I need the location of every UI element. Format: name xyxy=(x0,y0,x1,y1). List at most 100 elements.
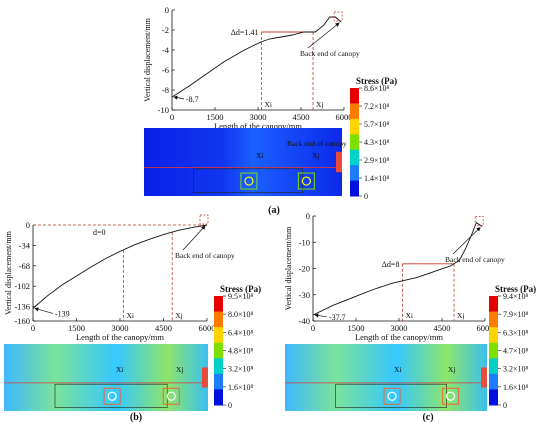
panel-b-colorbar-swatch xyxy=(214,327,223,344)
panel-a-start-label: -8.7 xyxy=(186,95,199,104)
panel-a-y-tick-label: -4 xyxy=(162,45,170,55)
panel-c-y-tick-label: -20 xyxy=(299,264,310,274)
panel-a-x-tick-label: 0 xyxy=(170,112,174,122)
panel-c-colorbar-swatch xyxy=(489,327,498,344)
panel-b-series-line xyxy=(32,224,208,309)
panel-c-x-tick-label: 6000 xyxy=(477,323,494,333)
panel-a-y-tick-label: 0 xyxy=(165,5,169,15)
panel-a-xi-label: Xi xyxy=(264,100,272,109)
panel-a-image-back-end-label: Back end of canopy xyxy=(287,139,347,148)
panel-b-image-xi-label: Xi xyxy=(116,365,124,374)
panel-c-pin-icon xyxy=(387,391,397,401)
panel-b-xj-label: Xj xyxy=(175,311,183,320)
panel-b-x-axis-label: Length of the canopy/mm xyxy=(76,332,164,342)
panel-a-back-end-label: Back end of canopy xyxy=(300,49,360,58)
panel-c-y-tick-label: 0 xyxy=(306,211,310,221)
panel-b-y-axis-label: Vertical displacement/mm xyxy=(4,230,13,315)
panel-a-start-arrow xyxy=(173,95,185,100)
panel-b-back-end-box xyxy=(199,214,209,225)
panel-b-x-tick-label: 4500 xyxy=(155,323,172,333)
panel-b-colorbar-label: 6.4×10⁸ xyxy=(228,328,254,337)
panel-c-colorbar-swatch xyxy=(489,296,498,313)
panel-a-colorbar-label: 4.3×10⁸ xyxy=(364,138,390,147)
panel-b-back-end-label: Back end of canopy xyxy=(175,251,235,260)
panel-b-colorbar-label: 4.8×10⁸ xyxy=(228,347,254,356)
panel-b-x-tick-label: 1500 xyxy=(68,323,85,333)
panel-b-xi-label: Xi xyxy=(126,311,134,320)
panel-c-xj-label: Xj xyxy=(457,311,465,320)
panel-b-y-tick-label: -68 xyxy=(19,261,30,271)
panel-c-back-end-label: Back end of canopy xyxy=(445,255,505,264)
panel-a-x-tick-label: 1500 xyxy=(207,112,224,122)
panel-c-start-label: -37.7 xyxy=(329,313,346,322)
panel-a-y-tick-label: -8 xyxy=(162,85,169,95)
panel-c-colorbar-title: Stress (Pa) xyxy=(495,284,536,294)
panel-a-colorbar-label: 1.4×10⁸ xyxy=(364,174,390,183)
panel-a-back-end-arrow xyxy=(307,22,340,49)
panel-a-image-xi-label: Xi xyxy=(256,151,264,160)
panel-a-colorbar-swatch xyxy=(350,165,359,182)
panel-b-y-tick-label: -102 xyxy=(14,281,30,291)
panel-b-stress-field xyxy=(4,344,208,411)
panel-c-stress-field xyxy=(285,344,487,411)
panel-a-colorbar-label: 7.2×10⁸ xyxy=(364,102,390,111)
panel-b-x-tick-label: 0 xyxy=(31,323,35,333)
panel-c-y-tick-label: -40 xyxy=(299,316,310,326)
panel-b-colorbar-label: 0 xyxy=(228,401,232,410)
panel-c-pin-box xyxy=(383,387,401,405)
panel-a-x-tick-label: 3000 xyxy=(250,112,267,122)
panel-b-caption: (b) xyxy=(130,412,142,423)
panel-b-colorbar-label: 3.2×10⁸ xyxy=(228,365,254,374)
panel-b-x-tick-label: 3000 xyxy=(112,323,129,333)
panel-a-y-tick-label: -10 xyxy=(158,105,169,115)
panel-a-y-tick-label: -6 xyxy=(162,65,169,75)
panel-c-caption: (c) xyxy=(422,412,433,423)
panel-b-colorbar-swatch xyxy=(214,311,223,328)
panel-c-colorbar-label: 6.3×10⁸ xyxy=(503,328,529,337)
panel-c-y-axis-label: Vertical displacement/mm xyxy=(284,226,293,311)
panel-b-colorbar-swatch xyxy=(214,296,223,313)
panel-b-colorbar-label: 8.0×10⁸ xyxy=(228,310,254,319)
panel-b-colorbar-label: 1.6×10⁸ xyxy=(228,383,254,392)
panel-c-x-tick-label: 4500 xyxy=(434,323,451,333)
panel-b-back-end-arrow xyxy=(182,225,206,251)
panel-b-stress-image xyxy=(4,344,208,411)
panel-a-pin-icon xyxy=(301,176,311,186)
panel-c-x-tick-label: 0 xyxy=(311,323,315,333)
panel-c-back-end-arrow xyxy=(452,227,481,255)
panel-c-pin-icon xyxy=(446,391,456,401)
panel-a-back-end-box xyxy=(333,11,343,22)
panel-b-colorbar-swatch xyxy=(214,342,223,359)
panel-c-x-axis-label: Length of the canopy/mm xyxy=(355,332,443,342)
panel-c-image-xi-label: Xi xyxy=(394,365,402,374)
panel-c-colorbar-label: 4.7×10⁸ xyxy=(503,347,529,356)
panel-c-y-tick-label: -10 xyxy=(299,237,310,247)
panel-c-x-tick-label: 3000 xyxy=(391,323,408,333)
panel-a-colorbar-label: 8.6×10⁸ xyxy=(364,84,390,93)
panel-a-colorbar-swatch xyxy=(350,103,359,120)
panel-a-x-tick-label: 6000 xyxy=(336,112,353,122)
panel-c-colorbar-label: 0 xyxy=(503,401,507,410)
panel-a-x-axis-label: Length of the canopy/mm xyxy=(214,121,302,131)
panel-c-colorbar-swatch xyxy=(489,373,498,390)
panel-a-colorbar-label: 0 xyxy=(364,192,368,201)
panel-b-colorbar-swatch xyxy=(214,389,223,406)
panel-c-end-plate xyxy=(481,367,487,388)
panel-b-pin-icon xyxy=(107,391,117,401)
panel-a-colorbar-swatch xyxy=(350,88,359,104)
panel-a-caption: (a) xyxy=(268,205,280,216)
panel-a-x-tick-label: 4500 xyxy=(293,112,310,122)
panel-a-colorbar-swatch xyxy=(350,149,359,166)
panel-c-colorbar-label: 7.9×10⁸ xyxy=(503,310,529,319)
panel-b-y-tick-label: -160 xyxy=(14,316,30,326)
panel-c-x-tick-label: 1500 xyxy=(348,323,365,333)
panel-a-xj-label: Xj xyxy=(316,100,324,109)
panel-a-pin-box xyxy=(240,172,258,190)
panel-c-colorbar-label: 9.4×10⁸ xyxy=(503,292,529,301)
panel-a-y-tick-label: -2 xyxy=(162,25,169,35)
panel-b-pin-box xyxy=(103,387,121,405)
panel-b-colorbar-label: 9.5×10⁸ xyxy=(228,292,254,301)
panel-c-colorbar-swatch xyxy=(489,342,498,359)
panel-a-pin-box xyxy=(297,172,315,190)
